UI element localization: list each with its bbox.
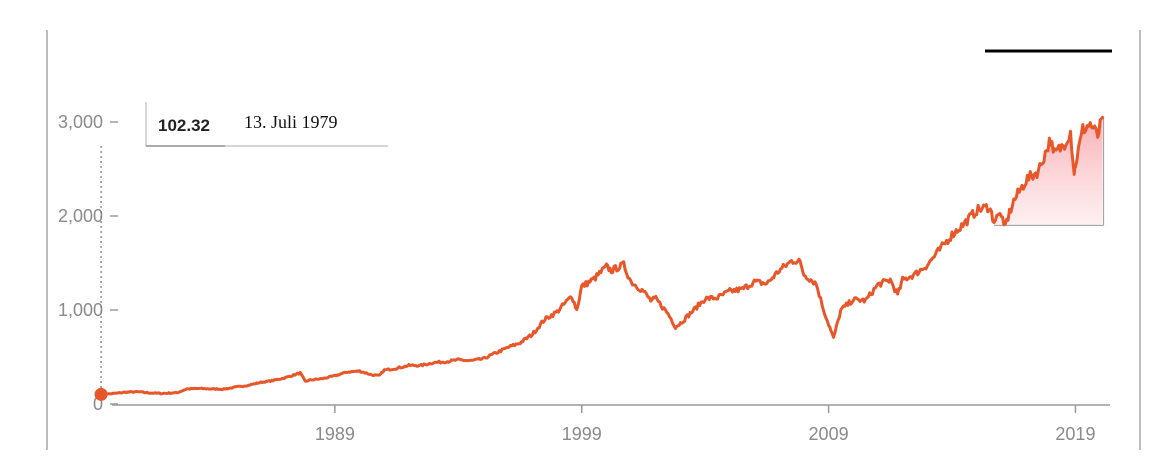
- x-tick-label: 1999: [562, 424, 602, 444]
- tooltip: 102.32 13. Juli 1979: [145, 102, 388, 147]
- x-tick-label: 2009: [809, 424, 849, 444]
- y-tick-label: 3,000: [58, 112, 103, 132]
- x-axis: 1989 1999 2009 2019: [112, 404, 1110, 444]
- tooltip-date: 13. Juli 1979: [244, 112, 338, 132]
- y-tick-label: 1,000: [58, 300, 103, 320]
- y-tick-label: 2,000: [58, 206, 103, 226]
- x-tick-label: 1989: [315, 424, 355, 444]
- tooltip-value: 102.32: [158, 116, 210, 135]
- hover-point[interactable]: [94, 387, 108, 401]
- y-axis: 0 1,000 2,000 3,000: [58, 112, 118, 414]
- series-line: [99, 115, 1105, 397]
- x-tick-label: 2019: [1055, 424, 1095, 444]
- y-tick-label: 0: [93, 394, 103, 414]
- selected-range-fill: [994, 117, 1103, 226]
